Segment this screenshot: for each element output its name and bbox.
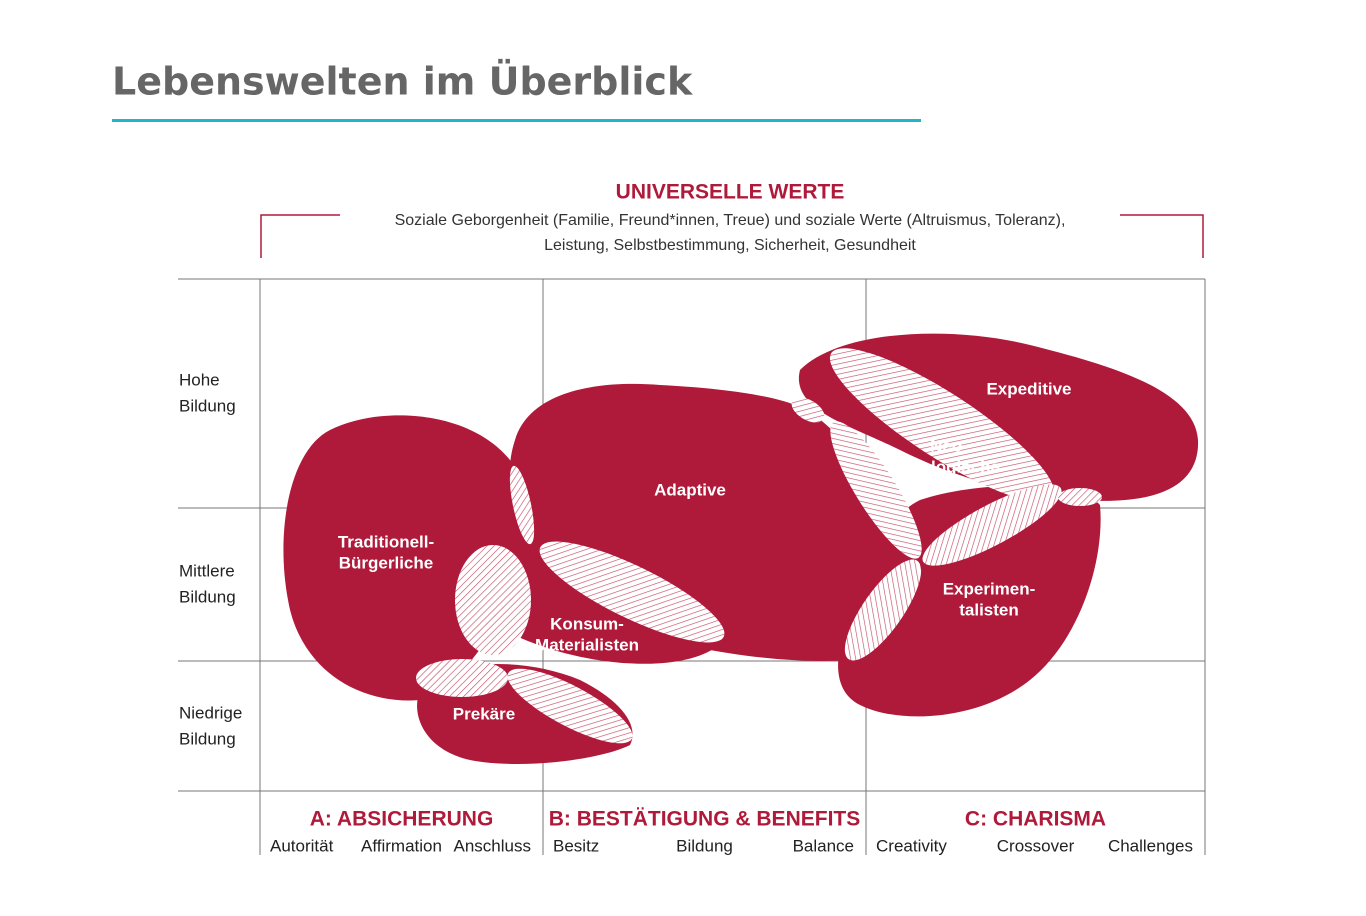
row-label: Hohe (179, 370, 220, 389)
milieu-label: Prekäre (453, 704, 515, 723)
page-title: Lebenswelten im Überblick (112, 60, 693, 104)
column-title: C: CHARISMA (965, 808, 1106, 831)
column-title: B: BESTÄTIGUNG & BENEFITS (549, 808, 861, 831)
column-value: Balance (793, 836, 854, 855)
column-value: Anschluss (454, 836, 531, 855)
title-underline (112, 119, 921, 122)
column-value: Autorität (270, 836, 334, 855)
header-title: UNIVERSELLE WERTE (616, 181, 845, 204)
header-bracket (260, 214, 1204, 258)
column-value: Challenges (1108, 836, 1193, 855)
milieu-label: Expeditive (986, 379, 1071, 398)
row-label: Niedrige (179, 703, 242, 722)
header-line: Leistung, Selbstbestimmung, Sicherheit, … (544, 237, 916, 254)
milieu-label: talisten (959, 600, 1019, 619)
column-value: Crossover (997, 836, 1075, 855)
header-line: Soziale Geborgenheit (Familie, Freund*in… (395, 212, 1066, 229)
milieu-label: Ökologische (898, 457, 1000, 476)
column-value: Besitz (553, 836, 599, 855)
row-label: Bildung (179, 587, 236, 606)
milieu-label: Traditionell- (338, 532, 434, 551)
milieu-label: Neo- (930, 436, 968, 455)
row-label: Bildung (179, 729, 236, 748)
column-value: Bildung (676, 836, 733, 855)
row-label: Mittlere (179, 561, 235, 580)
milieu-label: Bürgerliche (339, 553, 433, 572)
row-label: Bildung (179, 396, 236, 415)
milieu-label: Materialisten (535, 635, 639, 654)
milieu-shapes (283, 333, 1199, 765)
milieu-label: Adaptive (654, 480, 726, 499)
column-value: Creativity (876, 836, 947, 855)
column-value: Affirmation (361, 836, 442, 855)
milieu-label: Konsum- (550, 614, 624, 633)
column-title: A: ABSICHERUNG (310, 808, 494, 831)
milieu-label: Experimen- (943, 579, 1036, 598)
